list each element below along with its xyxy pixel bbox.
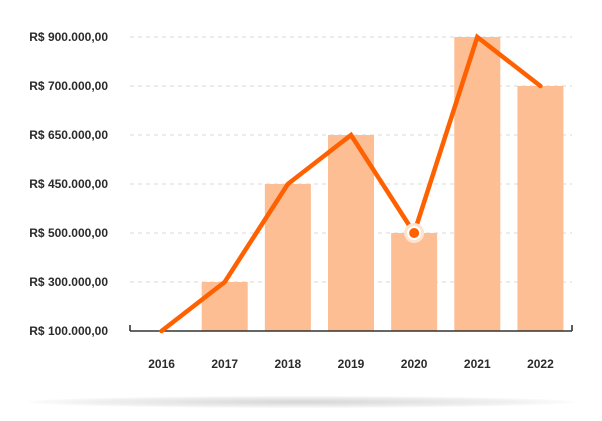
y-tick-label: R$ 700.000,00 <box>29 79 108 93</box>
y-tick-label: R$ 900.000,00 <box>29 30 108 44</box>
y-tick-label: R$ 650.000,00 <box>29 128 108 142</box>
highlight-point <box>407 226 422 240</box>
x-tick-label: 2018 <box>275 357 302 371</box>
y-tick-label: R$ 500.000,00 <box>29 226 108 240</box>
x-tick-label: 2017 <box>211 357 238 371</box>
x-tick-label: 2021 <box>464 357 491 371</box>
bar <box>201 282 248 331</box>
bar <box>391 233 438 331</box>
y-tick-label: R$ 300.000,00 <box>29 275 108 289</box>
x-tick-label: 2022 <box>527 357 554 371</box>
card-shadow <box>28 396 574 408</box>
x-tick-label: 2016 <box>148 357 175 371</box>
y-tick-label: R$ 100.000,00 <box>29 324 108 338</box>
x-tick-label: 2019 <box>338 357 365 371</box>
bar <box>517 86 564 331</box>
x-tick-label: 2020 <box>401 357 428 371</box>
series-line <box>159 33 543 334</box>
y-tick-label: R$ 450.000,00 <box>29 177 108 191</box>
bar <box>328 135 374 331</box>
